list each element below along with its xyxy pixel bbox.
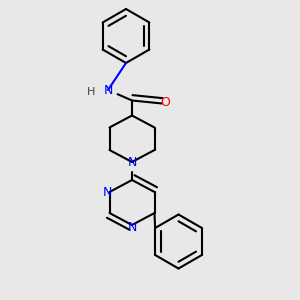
Text: N: N	[127, 221, 137, 234]
Text: H: H	[87, 86, 96, 97]
Text: N: N	[103, 83, 113, 97]
Text: O: O	[161, 96, 170, 110]
Text: N: N	[127, 155, 137, 169]
Text: N: N	[102, 185, 112, 199]
